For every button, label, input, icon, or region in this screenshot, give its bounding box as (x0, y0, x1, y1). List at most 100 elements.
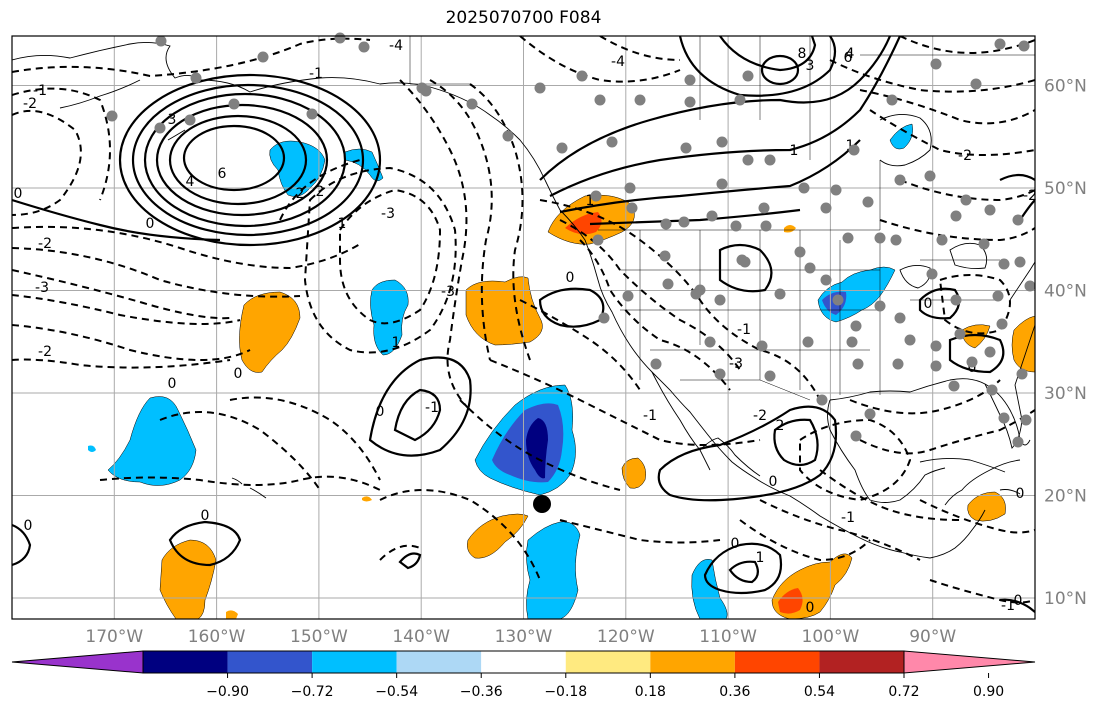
negative-anomaly-region (889, 123, 913, 150)
colorbar-tick-label: 0.72 (888, 684, 919, 700)
colorbar-segment (396, 651, 482, 673)
station-dot (850, 430, 862, 442)
contour-label: 0 (234, 366, 243, 382)
contour-label: 2 (776, 418, 785, 434)
contour-label: -1 (737, 322, 751, 338)
contour-label: -2 (1023, 188, 1037, 204)
contour-label: 0 (769, 474, 778, 490)
positive-anomaly-region (239, 291, 301, 373)
positive-anomaly-region (778, 588, 803, 614)
station-dot (714, 368, 726, 380)
station-dot (874, 300, 886, 312)
station-dot (992, 290, 1004, 302)
contour-label: 3 (806, 58, 815, 74)
contour-label: -4 (611, 54, 625, 70)
latitude-label: 30°N (1044, 384, 1087, 404)
colorbar-tick-label: −0.90 (206, 684, 249, 700)
station-dot (742, 154, 754, 166)
contour-label: 0 (566, 270, 575, 286)
station-dot (706, 210, 718, 222)
contour-label: -3 (381, 206, 395, 222)
colorbar-tick-label: 0.18 (635, 684, 666, 700)
station-dot (576, 70, 588, 82)
station-dot (850, 320, 862, 332)
station-dot (924, 170, 936, 182)
latitude-label: 50°N (1044, 179, 1087, 199)
station-dot (716, 178, 728, 190)
contour-label: 1 (790, 143, 799, 159)
station-dot (190, 72, 202, 84)
longitude-label: 150°W (290, 627, 348, 647)
latitude-label: 20°N (1044, 487, 1087, 507)
contour-label: 1 (586, 193, 595, 209)
station-dot (742, 70, 754, 82)
colorbar-segment (819, 651, 904, 673)
positive-anomaly-region (1011, 315, 1035, 373)
station-dot (904, 334, 916, 346)
contour-label: -2 (753, 408, 767, 424)
station-dot (930, 58, 942, 70)
colorbar: −0.90 −0.72 −0.54 −0.36 −0.18 0.18 0.36 0.54 0.7… (11, 650, 1036, 700)
longitude-label: 140°W (392, 627, 450, 647)
negative-anomaly-region (88, 445, 96, 452)
longitude-label: 90°W (909, 627, 956, 647)
colorbar-segment (312, 651, 397, 673)
station-dot (704, 336, 716, 348)
positive-anomaly-region (961, 324, 991, 349)
station-dot (874, 232, 886, 244)
station-dot (590, 190, 602, 202)
contour-label: 0 (731, 536, 740, 552)
station-dot (842, 232, 854, 244)
contour-label: -2 (38, 344, 52, 360)
station-dot (816, 394, 828, 406)
contour-label: 1 (756, 550, 765, 566)
contour-label: -1 (841, 510, 855, 526)
longitude-label: 110°W (699, 627, 757, 647)
station-dot (966, 356, 978, 368)
station-dot (306, 108, 318, 120)
colorbar-segment (734, 651, 820, 673)
station-dot (950, 210, 962, 222)
anomaly-shading (88, 123, 1035, 619)
contour-label: 4 (186, 174, 195, 190)
station-dot (984, 346, 996, 358)
station-dot (794, 246, 806, 258)
station-dot (930, 360, 942, 372)
station-dot (466, 98, 478, 110)
contour-label: -3 (35, 280, 49, 296)
colorbar-tick-label: 0.36 (719, 684, 750, 700)
negative-anomaly-region (344, 148, 384, 182)
contour-label: 0 (1014, 593, 1023, 609)
station-dot (978, 238, 990, 250)
station-dot (622, 290, 634, 302)
colorbar-tick-label: −0.72 (291, 684, 334, 700)
station-dot (678, 216, 690, 228)
contour-label: 2 (316, 184, 325, 200)
contour-label: 0 (806, 600, 815, 616)
station-dot (984, 204, 996, 216)
station-dot (894, 312, 906, 324)
station-dot (756, 340, 768, 352)
station-dot (534, 82, 546, 94)
negative-anomaly-core (526, 418, 548, 479)
contour-label: 1 (846, 138, 855, 154)
contour-label: 6 (844, 50, 853, 66)
station-dot (358, 41, 370, 53)
station-dot (556, 142, 568, 154)
graticule (12, 36, 1035, 619)
station-dot (986, 384, 998, 396)
contour-label: -1 (425, 400, 439, 416)
negative-anomaly-region (107, 396, 197, 486)
station-dot (930, 340, 942, 352)
contour-label: 0 (146, 216, 155, 232)
colorbar-tick-label: −0.18 (544, 684, 587, 700)
station-dot (154, 122, 166, 134)
station-dot (1018, 40, 1030, 52)
station-dot (1014, 256, 1026, 268)
contour-label: 1 (338, 216, 347, 232)
latitude-label: 40°N (1044, 282, 1087, 302)
station-dot (592, 234, 604, 246)
station-dot (804, 262, 816, 274)
colorbar-segment (481, 651, 566, 673)
